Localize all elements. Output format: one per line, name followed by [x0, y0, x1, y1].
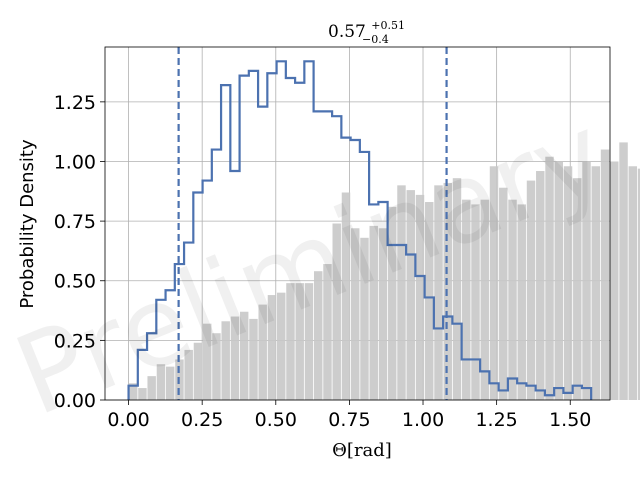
histogram-bar [304, 283, 314, 400]
histogram-bar [212, 333, 221, 400]
histogram-bar [360, 237, 369, 400]
gray-histogram [128, 142, 640, 401]
y-axis-title: Probability Density [17, 139, 38, 309]
histogram-bar [619, 142, 628, 401]
histogram-bar [517, 204, 526, 400]
histogram-bar [249, 318, 258, 400]
histogram-bar [573, 178, 582, 400]
histogram-bar [582, 161, 591, 400]
histogram-bar [610, 161, 619, 400]
y-tick-label: 0.75 [54, 211, 96, 233]
histogram-bar [591, 166, 601, 400]
x-axis-unit: [rad] [347, 440, 392, 461]
histogram-bar [545, 156, 554, 400]
x-tick-label: 0.50 [255, 409, 297, 431]
x-tick-label: 1.50 [549, 409, 591, 431]
histogram-bar [388, 206, 397, 400]
histogram-bar [295, 283, 304, 400]
histogram-bar [415, 194, 425, 400]
histogram-bar [351, 228, 360, 400]
histogram-bar [184, 349, 193, 400]
histogram-bar [286, 283, 295, 400]
histogram-bar [536, 171, 545, 400]
histogram-bar [425, 202, 434, 400]
y-tick-label: 1.25 [54, 92, 96, 114]
histogram-bar [369, 225, 378, 400]
histogram-bar [313, 271, 323, 400]
histogram-bar [600, 149, 610, 400]
x-axis-symbol: Θ [332, 440, 347, 461]
x-tick-label: 0.75 [328, 409, 370, 431]
histogram-bar [406, 190, 415, 400]
histogram-bar [471, 204, 480, 400]
blue-step-histogram [127, 60, 593, 400]
x-tick-label: 0.00 [107, 409, 149, 431]
histogram-bar [267, 295, 277, 400]
interval-lines [177, 47, 448, 400]
histogram-bar [628, 166, 638, 400]
histogram-bar [193, 342, 203, 400]
x-tick-label: 1.25 [475, 409, 517, 431]
y-tick-label: 1.00 [54, 151, 96, 173]
y-tick-label: 0.25 [54, 330, 96, 352]
title-upper-error: +0.51 [371, 19, 405, 32]
title-value: 0.57 [328, 22, 366, 42]
histogram-bar [462, 199, 471, 400]
histogram-bar [147, 376, 156, 400]
histogram-bar [434, 185, 443, 400]
histogram-bar [526, 180, 536, 400]
histogram-bar [452, 178, 462, 400]
histogram-bar [554, 161, 563, 400]
histogram-bar [489, 166, 499, 400]
y-tick-label: 0.50 [54, 271, 96, 293]
histogram-bar [563, 166, 573, 400]
histogram-bar [341, 192, 351, 400]
chart-title: 0.57 +0.51 −0.4 [328, 14, 410, 46]
histogram-bar [276, 292, 286, 400]
x-tick-label: 1.00 [402, 409, 444, 431]
x-tick-label: 0.25 [181, 409, 223, 431]
histogram-bar [239, 311, 249, 400]
y-axis-ticks: 0.00 0.25 0.50 0.75 1.00 1.25 [54, 92, 105, 412]
histogram-bar [480, 199, 489, 400]
histogram-bar [128, 383, 138, 400]
title-lower-error: −0.4 [362, 33, 389, 46]
histogram-bar [637, 168, 640, 400]
histogram-bar [156, 364, 166, 400]
x-axis-ticks: 0.00 0.25 0.50 0.75 1.00 1.25 1.50 [107, 400, 591, 431]
y-tick-label: 0.00 [54, 390, 96, 412]
histogram-bar [221, 321, 230, 400]
histogram-bar [332, 223, 341, 400]
histogram-bar [258, 304, 267, 400]
histogram-bar [397, 185, 406, 400]
histogram-bar [499, 187, 508, 400]
x-axis-title: Θ[rad] [332, 440, 392, 461]
histogram-bar [138, 388, 147, 400]
histogram-bar [230, 316, 240, 400]
histogram-bar [323, 264, 332, 400]
histogram-bar [378, 228, 388, 400]
histogram-bar [508, 199, 517, 400]
histogram-bar [202, 323, 212, 400]
histogram-bar [165, 366, 175, 400]
histogram-bar [443, 182, 452, 400]
plot-frame [104, 46, 611, 401]
